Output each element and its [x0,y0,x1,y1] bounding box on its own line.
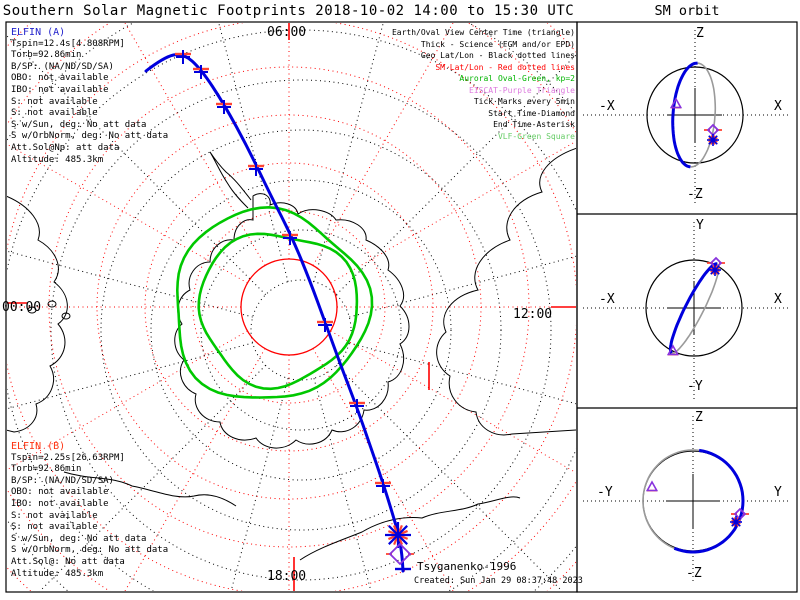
axis-label: Y [774,485,782,500]
mlt-label: 18:00 [267,569,307,584]
mlt-label: 12:00 [513,307,553,322]
created-timestamp: Created: Sun Jan 29 08:37:48 2023 [414,576,583,586]
legend-line: Start Time-Diamond [488,108,575,118]
info-line: IBO: not available [11,84,109,95]
axis-label: X [774,292,782,307]
info-line: B/SP: (NA/ND/SD/SA) [11,475,114,486]
info-line: Altitude: 485.3km [11,154,104,165]
info-line: OBO: not available [11,73,109,84]
axis-label: -X [599,99,615,114]
map-legend: Earth/Oval View Center Time (triangle) Th… [392,27,575,142]
info-line: S w/Sun, deg: No att data [11,119,147,130]
info-line: S w/Sun, deg: No att data [11,533,147,544]
axis-label: -Y [687,379,703,394]
info-line: S: not available [11,522,98,533]
axis-label: -Z [686,566,702,581]
elfin-b-info-block: ELFIN (B) Tspin=2.25s[26.63RPM] Torb=92.86… [11,441,168,580]
info-line: Att.Sol@Np: att data [11,142,120,153]
info-line: Torb=92.86min [11,464,82,475]
legend-line: VLF-Green Square [497,131,575,141]
info-line: Tspin=12.4s[4.808RPM] [11,38,125,49]
legend-line: Earth/Oval View Center Time (triangle) [391,28,575,37]
sm-orbit-title: SM orbit [654,3,720,19]
page-title: Southern Solar Magnetic Footprints 2018-… [2,3,575,19]
model-label: Tsyganenko-1996 [417,560,517,573]
axis-label: Z [696,26,704,41]
info-line: B/SP: (NA/ND/SD/SA) [11,61,114,72]
info-line: S: not available [11,510,98,521]
axis-label: Y [696,218,704,233]
info-line: Torb=92.86min [11,50,82,61]
legend-line: Thick - Science (FGM and/or EPD) [420,39,575,49]
info-line: Att.Sol@: No att data [11,556,125,567]
mlt-label: 00:00 [2,300,42,315]
legend-line: Tick Marks every 5min [473,97,575,106]
info-line: Altitude: 485.3km [11,568,104,579]
info-line: S w/OrbNorm, deg: No att data [11,131,169,142]
axis-label: Z [695,410,703,425]
legend-line: Auroral Oval-Green, kp=2 [459,74,575,83]
elfin-a-title: ELFIN (A) [11,27,66,38]
axis-label: -X [599,292,615,307]
axis-label: X [774,99,782,114]
elfin-b-title: ELFIN (B) [11,441,66,452]
elfin-a-info-block: ELFIN (A) Tspin=12.4s[4.808RPM] Torb=92.86… [11,27,168,166]
legend-line: End Time-Asterisk [493,120,575,129]
legend-line: Geo Lat/Lon - Black dotted lines [420,51,575,60]
axis-label: -Y [597,485,613,500]
info-line: IBO: not available [11,498,109,509]
info-line: Tspin=2.25s[26.63RPM] [11,452,125,463]
mlt-label: 06:00 [267,25,307,40]
axis-label: -Z [687,187,703,202]
info-line: S w/OrbNorm, deg: No att data [11,545,169,556]
info-line: S: not available [11,108,98,119]
info-line: S: not available [11,96,98,107]
info-line: OBO: not available [11,487,109,498]
legend-line: SM Lat/Lon - Red dotted lines [435,62,575,72]
legend-line: EISCAT-Purple Triangle [469,85,575,95]
